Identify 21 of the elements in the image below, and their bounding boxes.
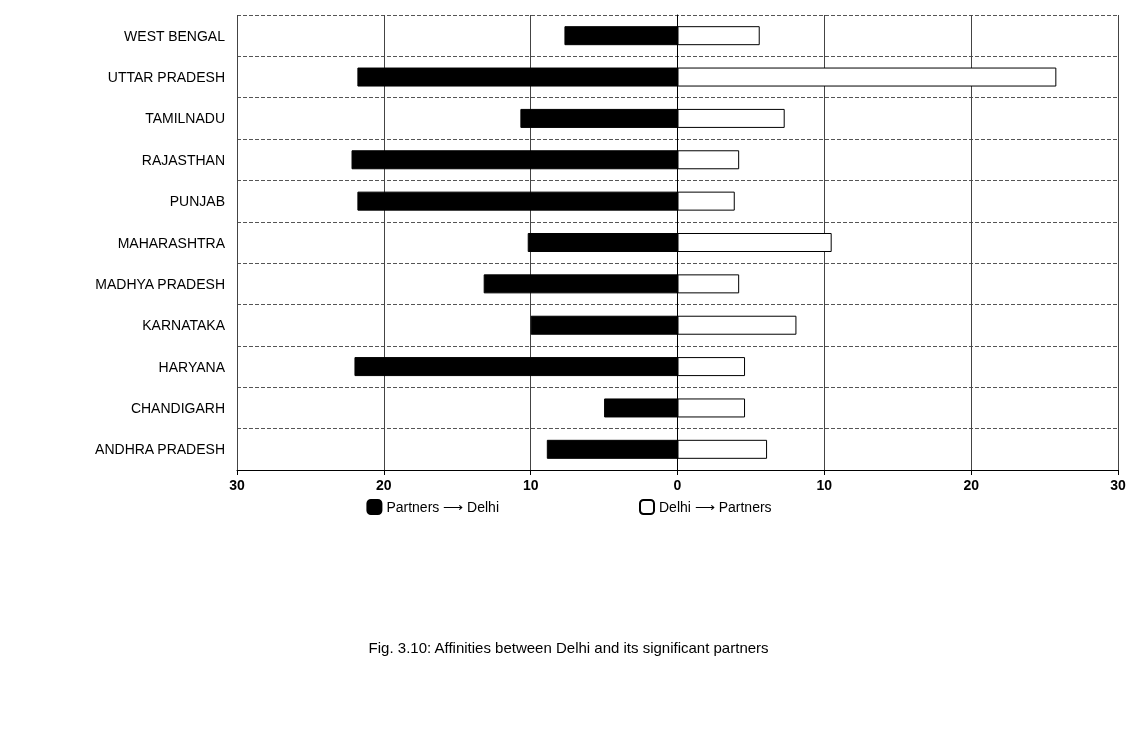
y-tick-label: UTTAR PRADESH	[107, 69, 225, 86]
x-tick-label: 20	[963, 477, 980, 493]
y-tick-label: HARYANA	[158, 358, 226, 375]
caption: Fig. 3.10: Affinities between Delhi and its significant partners	[368, 639, 769, 656]
x-tick-label: 20	[376, 477, 392, 493]
x-tick-label: 30	[229, 477, 245, 493]
legend-label: Partners ⟶ Delhi	[386, 499, 499, 515]
y-tick-label: RAJASTHAN	[141, 151, 225, 168]
y-tick-label: KARNATAKA	[142, 317, 226, 334]
y-tick-label: MAHARASHTRA	[117, 234, 226, 251]
y-tick-label: MADHYA PRADESH	[95, 275, 225, 292]
y-tick-label: CHANDIGARH	[130, 399, 225, 416]
x-tick-label: 0	[673, 477, 682, 493]
x-tick-label: 10	[522, 477, 539, 493]
legend-label: Delhi ⟶ Partners	[659, 499, 772, 515]
y-tick-label: ANDHRA PRADESH	[95, 441, 225, 458]
x-tick-label: 10	[816, 477, 833, 493]
y-tick-label: PUNJAB	[169, 193, 225, 210]
y-tick-label: TAMILNADU	[145, 110, 225, 127]
y-tick-label: WEST BENGAL	[124, 27, 226, 44]
x-tick-label: 30	[1110, 477, 1126, 493]
